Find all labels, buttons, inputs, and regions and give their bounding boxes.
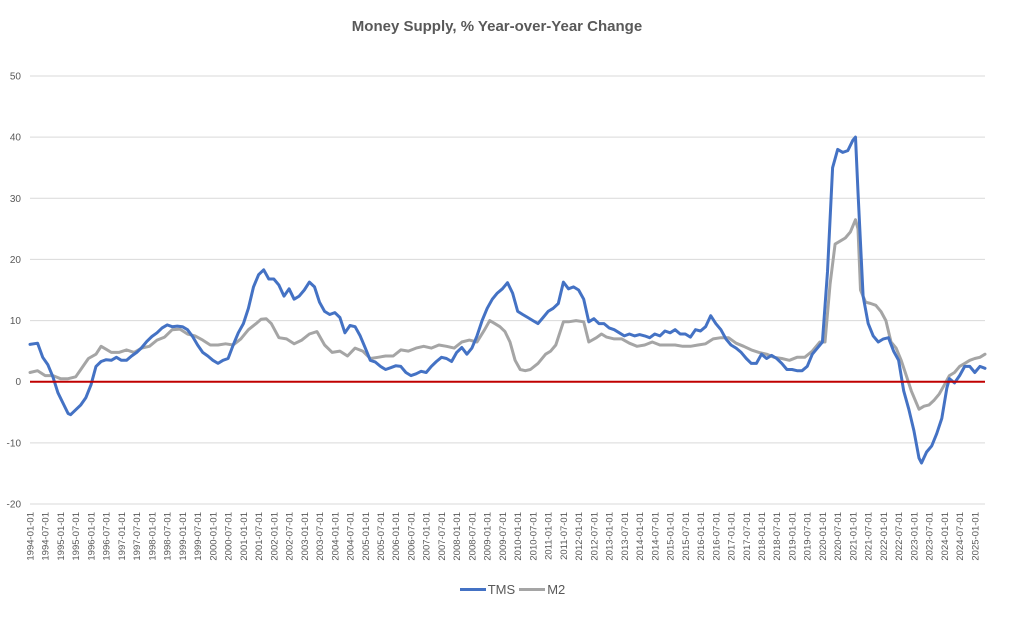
series-line-m2 [28, 218, 987, 411]
chart-title: Money Supply, % Year-over-Year Change [351, 18, 643, 35]
legend-swatch [459, 588, 486, 591]
x-tick-label: 1997-07-01 [132, 512, 143, 561]
x-tick-label: 2017-01-01 [727, 512, 738, 561]
x-tick-label: 1994-07-01 [41, 512, 52, 561]
y-tick-label: 50 [10, 72, 22, 83]
x-tick-label: 1994-01-01 [26, 512, 37, 561]
legend: TMS M2 [0, 579, 1025, 597]
legend-label: TMS [487, 582, 516, 597]
x-tick-label: 2013-01-01 [605, 512, 616, 561]
legend-item-m2: M2 [519, 582, 565, 597]
x-tick-label: 2008-07-01 [467, 512, 478, 561]
x-tick-label: 2001-07-01 [254, 512, 265, 561]
x-tick-label: 2016-07-01 [711, 512, 722, 561]
x-tick-label: 1999-07-01 [193, 512, 204, 561]
x-tick-label: 2009-07-01 [498, 512, 509, 561]
x-tick-label: 1998-07-01 [163, 512, 174, 561]
legend-swatch [519, 588, 546, 591]
x-tick-label: 2000-01-01 [208, 512, 219, 561]
x-tick-label: 2003-01-01 [300, 512, 311, 561]
y-tick-label: 30 [10, 194, 22, 205]
x-axis-tick-labels: 1994-01-01 1994-07-01 1995-01-01 1995-07-01… [26, 512, 982, 561]
x-tick-label: 2004-01-01 [330, 512, 341, 561]
x-tick-label: 2022-07-01 [894, 512, 905, 561]
y-tick-label: 40 [10, 133, 22, 144]
x-tick-label: 2012-07-01 [589, 512, 600, 561]
legend-item-tms: TMS [459, 582, 516, 597]
y-tick-label: 10 [10, 316, 22, 327]
x-tick-label: 2013-07-01 [620, 512, 631, 561]
x-tick-label: 2014-01-01 [635, 512, 646, 561]
x-tick-label: 2008-01-01 [452, 512, 463, 561]
x-tick-label: 2000-07-01 [224, 512, 235, 561]
x-tick-label: 2017-07-01 [742, 512, 753, 561]
series-lines [28, 135, 987, 465]
x-tick-label: 2007-01-01 [422, 512, 433, 561]
gridlines [30, 75, 985, 505]
y-tick-label: -20 [7, 500, 22, 511]
x-tick-label: 1997-01-01 [117, 512, 128, 561]
y-tick-label: -10 [7, 438, 22, 449]
x-tick-label: 2010-01-01 [513, 512, 524, 561]
x-tick-label: 2022-01-01 [879, 512, 890, 561]
x-tick-label: 1996-01-01 [86, 512, 97, 561]
x-tick-label: 2007-07-01 [437, 512, 448, 561]
legend-label: M2 [547, 582, 566, 597]
x-tick-label: 2002-01-01 [269, 512, 280, 561]
x-tick-label: 2005-07-01 [376, 512, 387, 561]
x-tick-label: 2001-01-01 [239, 512, 250, 561]
x-tick-label: 2024-07-01 [955, 512, 966, 561]
x-tick-label: 1998-01-01 [147, 512, 158, 561]
x-tick-label: 1999-01-01 [178, 512, 189, 561]
x-tick-label: 2018-07-01 [772, 512, 783, 561]
x-tick-label: 2020-07-01 [833, 512, 844, 561]
x-tick-label: 2023-07-01 [925, 512, 936, 561]
x-tick-label: 2018-01-01 [757, 512, 768, 561]
x-tick-label: 2005-01-01 [361, 512, 372, 561]
x-tick-label: 2011-07-01 [559, 512, 570, 560]
x-tick-label: 2015-07-01 [681, 512, 692, 561]
y-tick-label: 0 [15, 377, 21, 388]
x-tick-label: 2020-01-01 [818, 512, 829, 561]
x-tick-label: 2006-01-01 [391, 512, 402, 561]
x-tick-label: 1995-07-01 [71, 512, 82, 561]
x-tick-label: 2014-07-01 [650, 512, 661, 561]
x-tick-label: 2012-01-01 [574, 512, 585, 561]
x-tick-label: 2021-01-01 [848, 512, 859, 561]
y-axis-tick-labels: 50 40 30 20 10 0 -10 -20 [7, 72, 22, 511]
x-tick-label: 2002-07-01 [285, 512, 296, 561]
x-tick-label: 2004-07-01 [346, 512, 357, 561]
x-tick-label: 2006-07-01 [406, 512, 417, 561]
x-tick-label: 2015-01-01 [666, 512, 677, 561]
x-tick-label: 1996-07-01 [102, 512, 113, 561]
x-tick-label: 1995-01-01 [56, 512, 67, 561]
x-tick-label: 2019-07-01 [803, 512, 814, 561]
x-tick-label: 2016-01-01 [696, 512, 707, 561]
x-tick-label: 2025-01-01 [970, 512, 981, 561]
x-tick-label: 2010-07-01 [528, 512, 539, 561]
series-line-tms [28, 135, 987, 465]
y-tick-label: 20 [10, 255, 22, 266]
x-tick-label: 2024-01-01 [940, 512, 951, 561]
x-tick-label: 2021-07-01 [864, 512, 875, 561]
x-tick-label: 2009-01-01 [483, 512, 494, 561]
x-tick-label: 2011-01-01 [544, 512, 555, 560]
x-tick-label: 2003-07-01 [315, 512, 326, 561]
x-tick-label: 2023-01-01 [909, 512, 920, 561]
x-tick-label: 2019-01-01 [787, 512, 798, 561]
